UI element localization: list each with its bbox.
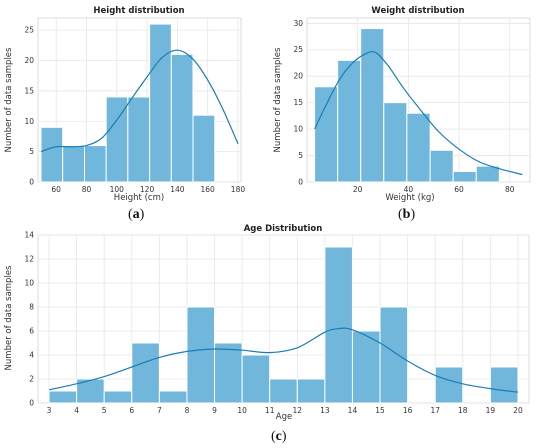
weight-y-tick-label: 30 [293,19,303,28]
age-bar [351,330,381,404]
age-bar [131,342,160,404]
age-bar [324,246,353,404]
weight-y-tick-label: 15 [293,98,303,107]
height-y-axis-label: Number of data samples [4,47,14,152]
age-bar [241,354,271,404]
height-chart-title: Height distribution [93,6,184,16]
weight-bar [475,165,500,183]
age-bar [434,366,464,404]
age-x-tick-label: 16 [403,406,413,415]
caption-a: (a) [128,207,145,222]
height-x-tick-label: 120 [140,185,155,194]
height-x-tick-label: 80 [82,185,92,194]
age-x-tick-label: 14 [348,406,358,415]
weight-bar [383,102,408,183]
weight-y-axis-label: Number of data samples [273,47,283,152]
age-bar [379,306,409,404]
height-y-tick-label: 10 [24,117,34,126]
height-y-tick-label: 15 [24,86,34,95]
age-bar [48,390,78,404]
age-x-tick-label: 6 [129,406,134,415]
height-bar [149,23,172,183]
age-x-tick-label: 19 [486,406,496,415]
height-bar [170,53,194,183]
age-x-tick-label: 15 [375,406,385,415]
age-y-tick-label: 2 [29,375,34,384]
height-bar [62,145,86,183]
height-x-tick-label: 180 [231,185,246,194]
age-bar [489,366,519,404]
age-x-axis-label: Age [276,412,292,422]
height-x-axis-label: Height (cm) [114,193,164,203]
height-bar [127,96,151,183]
height-histogram: 0 5 10 15 20 25 60 80 100 120 140 160 180 Height dis… [4,6,245,222]
age-y-tick-label: 6 [29,327,34,336]
age-bar [269,378,298,404]
age-bar [296,378,326,404]
age-y-tick-label: 0 [29,399,34,408]
height-y-tick-label: 25 [24,26,34,35]
height-x-tick-label: 60 [51,185,61,194]
weight-chart-title: Weight distribution [371,6,464,16]
age-histogram: 0 2 4 6 8 10 12 14 3 4 5 6 7 8 9 10 11 12 13 14 15 16 17 18 19 20… [4,224,530,444]
age-chart-title: Age Distribution [244,224,323,234]
weight-bar [406,112,431,183]
height-y-tick-label: 0 [29,178,34,187]
age-x-tick-label: 13 [320,406,330,415]
weight-x-tick-label: 20 [353,185,363,194]
age-bar [158,390,188,404]
age-x-tick-label: 3 [47,406,52,415]
height-x-tick-label: 140 [170,185,185,194]
weight-bar [337,59,362,183]
weight-y-tick-label: 0 [298,178,303,187]
weight-y-tick-label: 20 [293,72,303,81]
age-x-tick-label: 7 [157,406,162,415]
age-x-tick-label: 20 [513,406,523,415]
height-kde-line [40,49,239,153]
age-x-tick-label: 10 [237,406,247,415]
weight-y-tick-label: 25 [293,45,303,54]
age-x-tick-label: 5 [102,406,107,415]
age-x-tick-label: 8 [185,406,190,415]
age-y-tick-label: 4 [29,351,34,360]
weight-x-tick-label: 60 [454,185,464,194]
height-bar [40,126,64,183]
height-bar [192,114,216,183]
weight-x-tick-label: 80 [505,185,515,194]
age-bar [186,306,216,404]
weight-x-axis-label: Weight (kg) [385,193,434,203]
age-y-tick-label: 12 [24,255,34,264]
height-bar [84,145,107,183]
age-x-tick-label: 11 [265,406,275,415]
age-y-tick-label: 8 [29,303,34,312]
weight-y-tick-label: 10 [293,125,303,134]
height-x-tick-label: 160 [201,185,216,194]
age-bar [103,390,133,404]
age-x-tick-label: 4 [74,406,79,415]
age-x-tick-label: 9 [212,406,217,415]
weight-y-tick-label: 5 [298,151,303,160]
caption-c: (c) [271,429,287,444]
age-y-axis-label: Number of data samples [4,265,14,370]
age-x-tick-label: 17 [430,406,440,415]
weight-bar [429,149,454,183]
age-y-tick-label: 10 [24,279,34,288]
height-y-tick-label: 5 [29,147,34,156]
age-x-tick-label: 18 [458,406,468,415]
age-x-tick-label: 12 [293,406,303,415]
weight-x-tick-label: 40 [404,185,414,194]
weight-bar [314,86,339,183]
weight-kde-line [314,50,523,176]
age-y-tick-label: 14 [24,231,34,240]
height-y-tick-label: 20 [24,56,34,65]
age-bar [214,342,243,404]
age-kde-line [48,327,519,393]
caption-b: (b) [398,207,415,222]
weight-bar [452,170,477,183]
weight-histogram: 0 5 10 15 20 25 30 20 40 60 80 Weight distribution… [273,6,531,222]
height-x-tick-label: 100 [110,185,125,194]
